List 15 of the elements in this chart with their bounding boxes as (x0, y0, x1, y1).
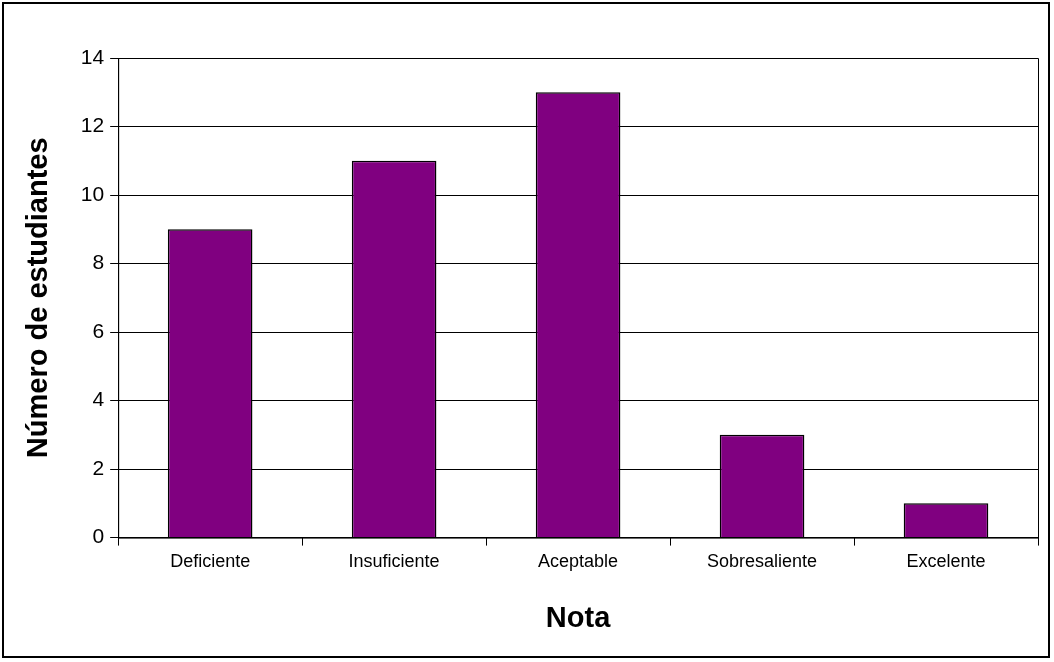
x-axis-title: Nota (545, 600, 612, 633)
y-tick-label: 8 (92, 250, 105, 274)
y-tick-label: 14 (80, 44, 105, 68)
y-tick-label: 6 (92, 318, 105, 342)
y-axis-title: Número de estudiantes (21, 137, 54, 459)
y-tick-label: 4 (92, 387, 105, 411)
y-tick-label: 12 (80, 113, 105, 137)
x-tick-label: Excelente (906, 551, 986, 572)
x-tick-label: Deficiente (170, 551, 251, 572)
x-tick-label: Aceptable (538, 551, 619, 572)
y-tick-label: 10 (80, 181, 105, 205)
x-tick-label: Sobresaliente (707, 551, 818, 572)
x-tick-label: Insuficiente (348, 551, 440, 572)
y-tick-label: 2 (92, 455, 105, 479)
y-tick-label: 0 (92, 524, 105, 548)
